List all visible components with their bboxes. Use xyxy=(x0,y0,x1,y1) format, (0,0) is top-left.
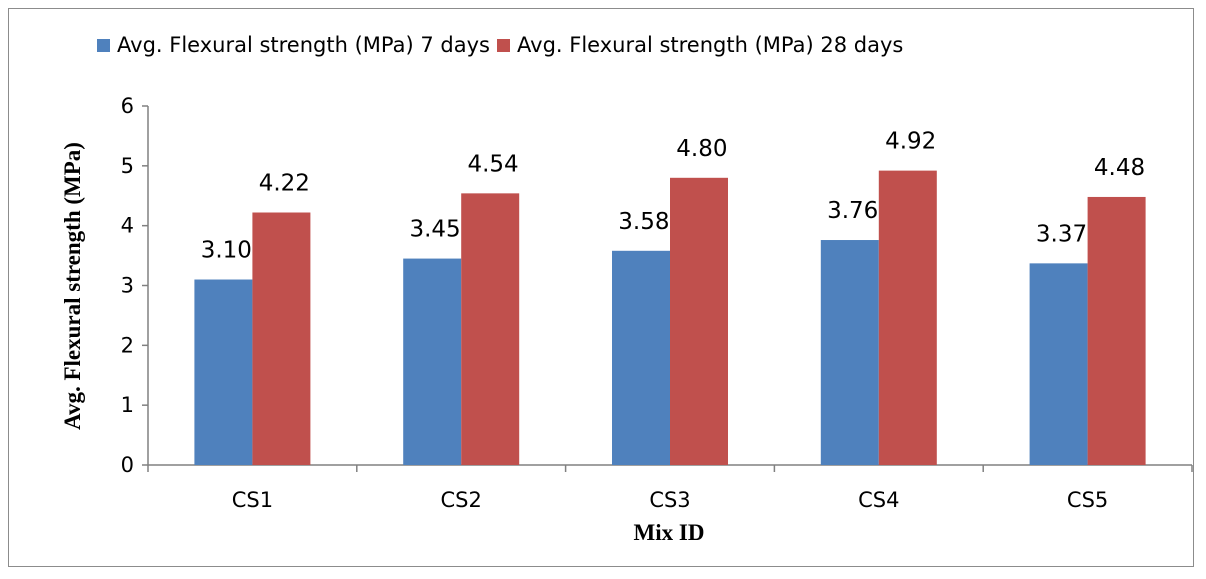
x-axis-title: Mix ID xyxy=(634,520,705,545)
data-label: 4.54 xyxy=(467,151,518,177)
y-tick-label: 0 xyxy=(121,453,134,477)
bars xyxy=(194,170,1146,466)
bar xyxy=(403,258,462,465)
bar xyxy=(1029,263,1088,465)
y-tick-label: 3 xyxy=(121,274,134,298)
bar xyxy=(461,193,520,465)
legend-swatch xyxy=(97,39,110,52)
bar xyxy=(612,250,670,465)
x-tick-label: CS3 xyxy=(649,488,690,512)
data-label: 3.45 xyxy=(409,217,460,243)
legend-swatch xyxy=(497,39,510,52)
x-tick-label: CS4 xyxy=(858,488,899,512)
data-label: 4.92 xyxy=(885,129,936,155)
data-label: 3.58 xyxy=(618,209,669,235)
data-label: 3.76 xyxy=(827,198,878,224)
data-label: 4.80 xyxy=(676,136,727,162)
y-tick-label: 5 xyxy=(121,154,134,178)
legend: Avg. Flexural strength (MPa) 7 days Avg. … xyxy=(97,33,903,57)
data-label: 4.22 xyxy=(259,171,310,197)
legend-label: Avg. Flexural strength (MPa) 7 days xyxy=(117,33,490,57)
y-tick-label: 2 xyxy=(121,333,134,357)
y-axis-title: Avg. Flexural strength (MPa) xyxy=(60,142,85,430)
data-labels: 3.10 3.45 3.58 3.76 3.37 4.22 4.54 4.80 4.92 4.48 xyxy=(201,129,1145,264)
data-label: 3.10 xyxy=(201,238,252,264)
bar xyxy=(878,170,937,465)
y-tick-label: 4 xyxy=(121,214,134,238)
y-tick-label: 1 xyxy=(121,393,134,417)
legend-label: Avg. Flexural strength (MPa) 28 days xyxy=(517,33,903,57)
bar xyxy=(820,240,879,465)
data-label: 4.48 xyxy=(1094,155,1145,181)
x-tick-label: CS2 xyxy=(441,488,482,512)
bar xyxy=(252,212,311,465)
data-label: 3.37 xyxy=(1036,221,1087,247)
bar xyxy=(1087,196,1146,466)
bar xyxy=(194,279,253,465)
y-tick-label: 6 xyxy=(121,94,134,118)
bar xyxy=(670,177,728,466)
x-tick-label: CS1 xyxy=(232,488,273,512)
x-tick-label: CS5 xyxy=(1067,488,1108,512)
axes: 0 1 2 3 4 5 6 CS1 CS2 CS3 CS4 CS5 xyxy=(121,94,1193,512)
